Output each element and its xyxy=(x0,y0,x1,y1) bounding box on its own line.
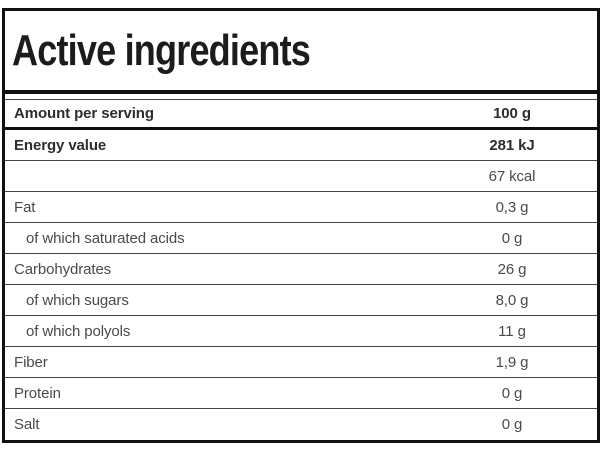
nutrient-value: 8,0 g xyxy=(495,291,529,309)
nutrient-label: Fiber xyxy=(14,353,48,371)
page-title: Active ingredients xyxy=(12,25,311,75)
header-label: Amount per serving xyxy=(14,105,154,122)
nutrient-value: 67 kcal xyxy=(488,167,536,185)
nutrient-row: of which sugars 8,0 g xyxy=(5,285,597,316)
nutrient-row: Fat 0,3 g xyxy=(5,192,597,223)
nutrient-row: Energy value 281 kJ xyxy=(5,130,597,161)
nutrient-value: 0 g xyxy=(501,384,523,402)
nutrition-rows: Energy value 281 kJ 67 kcal Fat 0,3 g of… xyxy=(5,130,597,440)
nutrient-value: 11 g xyxy=(498,322,526,340)
nutrient-value: 1,9 g xyxy=(495,353,529,371)
nutrition-label: Active ingredients Amount per serving 10… xyxy=(2,8,600,443)
nutrient-row: of which polyols 11 g xyxy=(5,316,597,347)
nutrient-row: Salt 0 g xyxy=(5,409,597,440)
nutrient-value: 26 g xyxy=(497,260,527,278)
header-value: 100 g xyxy=(493,105,531,122)
nutrient-value: 0 g xyxy=(501,416,523,433)
nutrient-label: Salt xyxy=(14,416,40,433)
nutrient-label: Carbohydrates xyxy=(14,260,112,278)
title-section: Active ingredients xyxy=(5,11,597,94)
nutrient-value: 281 kJ xyxy=(489,136,535,154)
nutrient-row: Protein 0 g xyxy=(5,378,597,409)
nutrient-label: Fat xyxy=(14,198,36,216)
nutrient-label: Energy value xyxy=(14,136,107,154)
nutrient-row: Fiber 1,9 g xyxy=(5,347,597,378)
nutrient-row: of which saturated acids 0 g xyxy=(5,223,597,254)
nutrient-label: of which sugars xyxy=(26,291,129,309)
header-row: Amount per serving 100 g xyxy=(5,99,597,130)
nutrient-row: Carbohydrates 26 g xyxy=(5,254,597,285)
nutrient-value: 0,3 g xyxy=(495,198,529,216)
nutrient-row: 67 kcal xyxy=(5,161,597,192)
nutrient-label: of which polyols xyxy=(26,322,131,340)
nutrient-label: Protein xyxy=(14,384,61,402)
nutrient-label: of which saturated acids xyxy=(26,229,185,247)
nutrient-value: 0 g xyxy=(501,229,523,247)
